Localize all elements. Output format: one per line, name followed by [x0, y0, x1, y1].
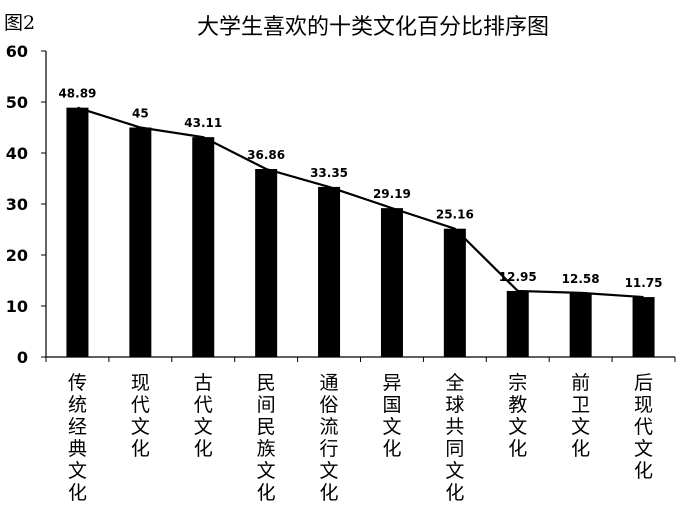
bar — [569, 292, 592, 357]
category-label: 通俗流行文化 — [320, 372, 339, 504]
data-label: 45 — [132, 107, 149, 121]
data-label: 12.58 — [562, 272, 600, 286]
data-label: 43.11 — [184, 116, 222, 130]
chart-title: 大学生喜欢的十类文化百分比排序图 — [197, 15, 549, 40]
category-label: 全球共同文化 — [445, 372, 464, 504]
bar — [129, 127, 152, 357]
data-label: 48.89 — [58, 87, 96, 101]
axes: 0 10 20 30 40 50 60 — [6, 42, 676, 367]
data-label: 11.75 — [625, 276, 663, 290]
y-tick-label: 20 — [6, 246, 28, 265]
category-labels: 传统经典文化 现代文化 古代文化 民间民族文化 通俗流行文化 异国文化 全球共同文化 宗教文化… — [68, 372, 653, 504]
bar — [443, 228, 466, 357]
data-labels: 48.89 45 43.11 36.86 33.35 29.19 25.16 12.95 12.… — [58, 87, 662, 290]
data-label: 25.16 — [436, 208, 474, 222]
figure-label: 图2 — [4, 12, 36, 34]
category-label: 前卫文化 — [571, 372, 590, 460]
y-tick-label: 60 — [6, 42, 28, 61]
category-label: 民间民族文化 — [257, 372, 276, 504]
bar — [380, 208, 403, 357]
category-label: 后现代文化 — [634, 372, 653, 482]
category-label: 古代文化 — [194, 372, 213, 460]
data-label: 12.95 — [499, 270, 537, 284]
category-label: 宗教文化 — [508, 372, 527, 460]
category-label: 异国文化 — [382, 372, 401, 460]
y-tick-label: 0 — [17, 348, 28, 367]
bar — [632, 297, 655, 357]
category-label: 传统经典文化 — [68, 372, 87, 504]
category-label: 现代文化 — [131, 372, 150, 460]
bar — [192, 137, 215, 357]
bar — [506, 290, 529, 357]
data-label: 36.86 — [247, 148, 285, 162]
y-tick-label: 10 — [6, 297, 28, 316]
bars — [66, 107, 655, 357]
y-tick-label: 40 — [6, 144, 28, 163]
bar — [66, 107, 89, 357]
trend-line-group — [77, 106, 644, 299]
data-label: 33.35 — [310, 166, 348, 180]
bar — [318, 186, 341, 357]
y-tick-label: 50 — [6, 93, 28, 112]
trend-line — [77, 106, 644, 299]
y-tick-label: 30 — [6, 195, 28, 214]
bar — [255, 169, 278, 357]
data-label: 29.19 — [373, 187, 411, 201]
